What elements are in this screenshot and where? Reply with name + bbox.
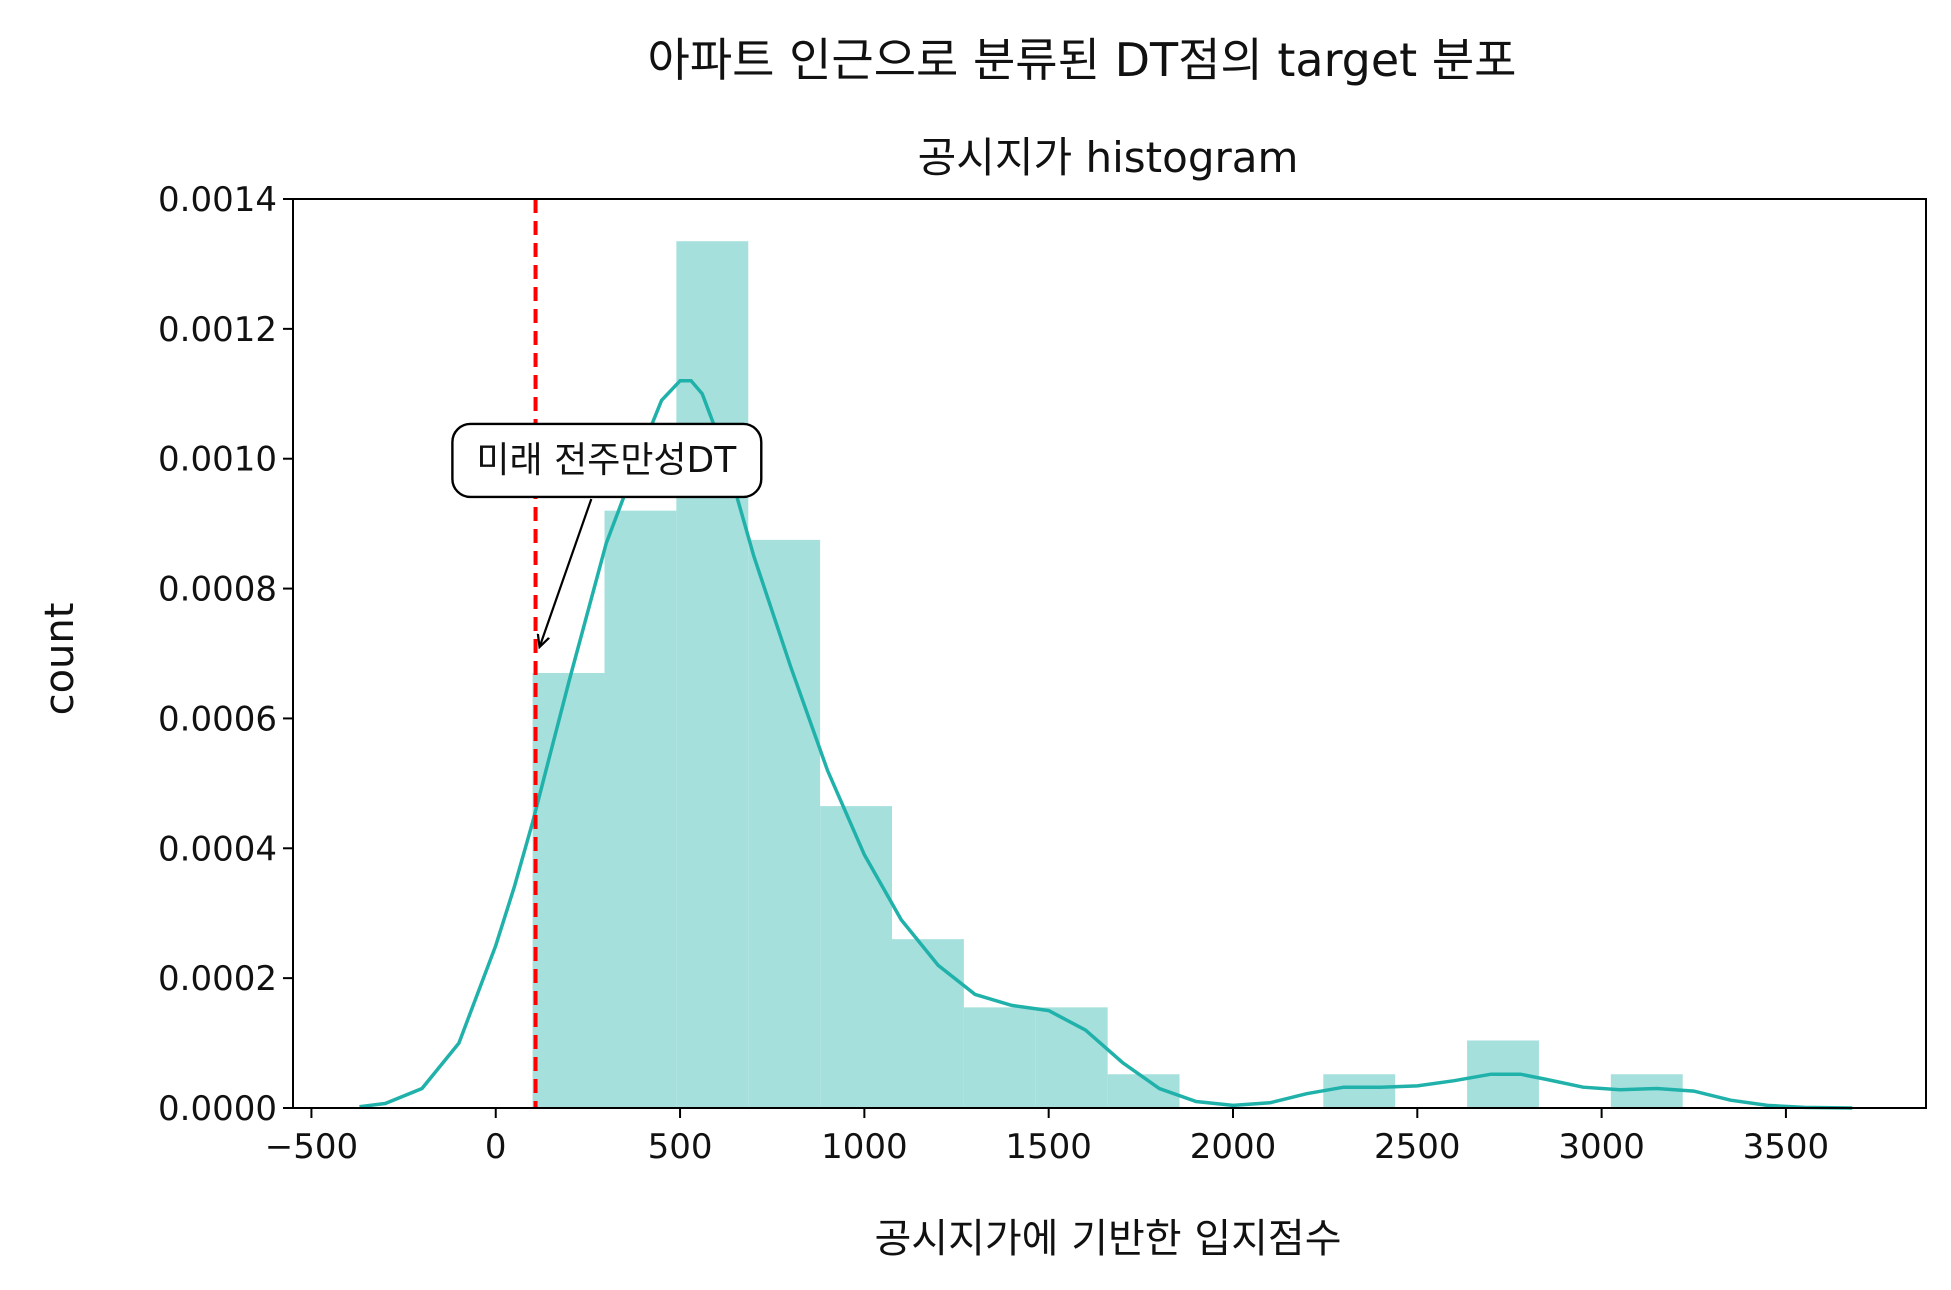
x-tick-label: 2000 (1190, 1127, 1277, 1167)
y-tick-label: 0.0012 (158, 310, 277, 350)
histogram-bar-3 (748, 540, 820, 1108)
x-tick-label: 2500 (1374, 1127, 1461, 1167)
x-tick-label: 1500 (1005, 1127, 1092, 1167)
x-tick-label: 1000 (821, 1127, 908, 1167)
chart-suptitle: 아파트 인근으로 분류된 DT점의 target 분포 (648, 33, 1517, 87)
x-axis-label: 공시지가에 기반한 입지점수 (874, 1216, 1341, 1262)
histogram-bar-4 (820, 806, 892, 1108)
y-tick-label: 0.0014 (158, 180, 277, 220)
chart-title: 공시지가 histogram (918, 133, 1299, 182)
y-tick-label: 0.0004 (158, 829, 277, 869)
histogram-bar-1 (604, 511, 676, 1108)
histogram-bar-0 (533, 673, 605, 1108)
x-tick-label: 500 (648, 1127, 713, 1167)
y-axis: 0.0000 0.0002 0.0004 0.0006 0.0008 0.0010 0.00… (158, 180, 293, 1129)
y-axis-label: count (37, 603, 83, 716)
y-tick-label: 0.0008 (158, 570, 277, 610)
x-tick-label: 3500 (1743, 1127, 1830, 1167)
x-axis: −500 0 500 1000 1500 2000 2500 3000 3500 (265, 1108, 1829, 1167)
y-tick-label: 0.0002 (158, 959, 277, 999)
y-tick-label: 0.0006 (158, 699, 277, 739)
histogram-bars (533, 241, 1683, 1108)
annotation-label: 미래 전주만성DT (476, 440, 737, 481)
histogram-bar-2 (676, 241, 748, 1108)
histogram-bar-6 (964, 1007, 1036, 1108)
x-tick-label: 0 (485, 1127, 507, 1167)
histogram-bar-5 (892, 939, 964, 1108)
x-tick-label: −500 (265, 1127, 358, 1167)
y-tick-label: 0.0000 (158, 1089, 277, 1129)
x-tick-label: 3000 (1558, 1127, 1645, 1167)
histogram-bar-11 (1323, 1074, 1395, 1108)
y-tick-label: 0.0010 (158, 440, 277, 480)
